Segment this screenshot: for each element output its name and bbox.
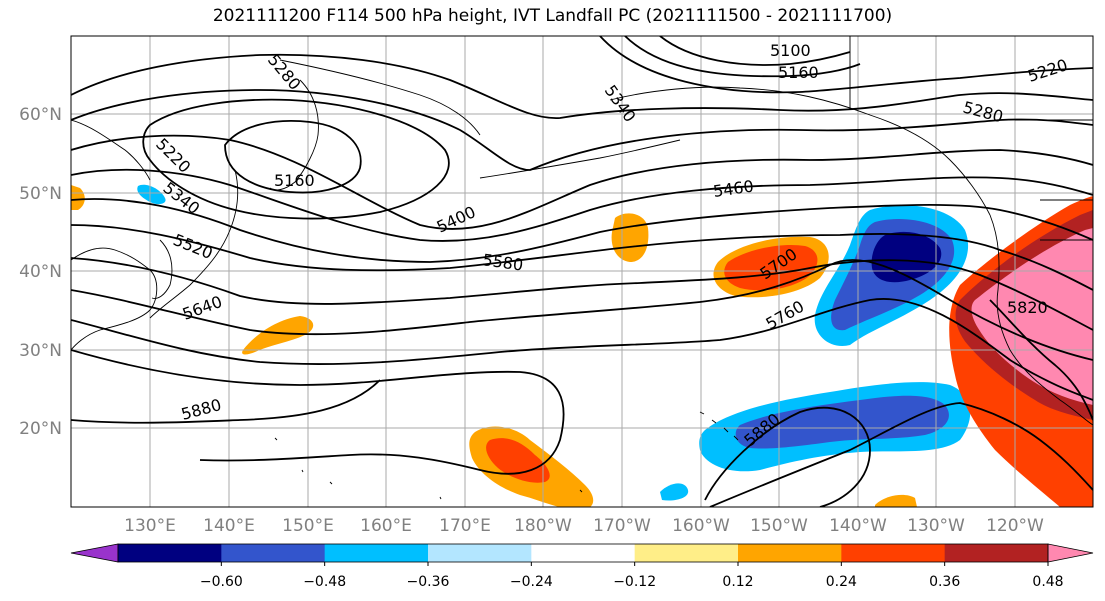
- lon-label: 160°E: [360, 516, 412, 536]
- contour-5280: [71, 53, 1093, 119]
- hawaii: [699, 411, 739, 441]
- map-title: 2021111200 F114 500 hPa height, IVT Land…: [212, 6, 893, 26]
- colorbar-extend-high: [1047, 543, 1094, 563]
- contour-5340: [71, 89, 1093, 171]
- contour-5160: [624, 36, 861, 78]
- pos-small-130W: [875, 494, 917, 507]
- pos-small-170W: [611, 213, 649, 262]
- colorbar-tick-label: 0.24: [826, 574, 857, 590]
- colorbar-swatch: [738, 544, 842, 562]
- lat-label: 30°N: [19, 341, 62, 361]
- colorbar-tick-label: −0.12: [613, 574, 656, 590]
- colorbar-ticks: −0.60 −0.48 −0.36 −0.24 −0.12 0.12 0.24 0.36 0.4…: [200, 562, 1064, 590]
- colorbar-swatch: [118, 544, 222, 562]
- pos-west-coast-pink: [971, 228, 1093, 405]
- colorbar-tick-label: −0.36: [407, 574, 450, 590]
- colorbar-outline: [117, 543, 1049, 563]
- lon-label: 120°W: [986, 516, 1044, 536]
- contour-label: 5160: [778, 63, 819, 82]
- lon-label: 170°E: [439, 516, 491, 536]
- contour-5820: [71, 349, 565, 475]
- lon-label: 160°W: [672, 516, 730, 536]
- lat-label: 40°N: [19, 262, 62, 282]
- pacific-islands: [274, 437, 583, 500]
- lat-label: 60°N: [19, 105, 62, 125]
- contour-5760: [71, 298, 1093, 401]
- colorbar-swatch: [634, 544, 739, 562]
- contour-5160-low: [224, 120, 362, 194]
- contour-5580: [71, 224, 1093, 291]
- contour-5220-east: [599, 36, 1093, 94]
- lon-label: 180°W: [514, 516, 572, 536]
- pos-region-180-core: [486, 438, 550, 483]
- neg-region-core: [871, 231, 942, 283]
- lat-labels: 60°N 50°N 40°N 30°N 20°N: [19, 105, 62, 439]
- colorbar-tick-label: 0.36: [929, 574, 960, 590]
- contour-5520: [71, 198, 1093, 263]
- contour-label: 5820: [1007, 298, 1048, 317]
- colorbar-swatch: [221, 544, 326, 562]
- contour-5220-low: [142, 98, 450, 220]
- neg-small-1: [660, 483, 689, 501]
- colorbar-swatch: [324, 544, 429, 562]
- lon-labels: 130°E 140°E 150°E 160°E 170°E 180°W 170°…: [124, 516, 1044, 536]
- kamchatka: [269, 79, 319, 191]
- contour-label: 5160: [274, 171, 315, 190]
- contour-5400: [71, 134, 1093, 230]
- contour-5700: [71, 259, 1093, 361]
- colorbar-tick-label: −0.48: [303, 574, 346, 590]
- lon-label: 130°E: [124, 516, 176, 536]
- colorbar-tick-label: −0.60: [200, 574, 243, 590]
- contour-5460: [71, 168, 1093, 242]
- pos-region-150W-core: [724, 244, 818, 291]
- colorbar-extend-low: [70, 543, 119, 563]
- contour-5880-south: [709, 402, 1093, 507]
- contour-label: 5100: [770, 41, 811, 60]
- ivt-shading: [71, 184, 1093, 507]
- siberia-coast: [279, 59, 481, 136]
- colorbar-swatch: [841, 544, 946, 562]
- na-coast: [989, 214, 1093, 426]
- height-contours: [71, 36, 1093, 507]
- lon-label: 140°W: [829, 516, 887, 536]
- lon-label: 130°W: [907, 516, 965, 536]
- colorbar: [70, 543, 1094, 563]
- contour-5640: [71, 257, 1093, 331]
- korea: [151, 239, 173, 299]
- pos-small-westedge: [71, 185, 85, 210]
- contour-5880-east: [704, 406, 871, 507]
- lon-label: 150°E: [282, 516, 334, 536]
- colorbar-tick-label: 0.48: [1032, 574, 1063, 590]
- lat-label: 50°N: [19, 184, 62, 204]
- colorbar-swatch: [531, 544, 636, 562]
- map-frame: [70, 35, 1094, 508]
- contour-5820-westcoast: [989, 299, 1093, 421]
- colorbar-tick-label: 0.12: [722, 574, 753, 590]
- aleutians: [479, 139, 681, 179]
- lon-label: 140°E: [203, 516, 255, 536]
- colorbar-swatch: [428, 544, 532, 562]
- lon-label: 150°W: [750, 516, 808, 536]
- lat-label: 20°N: [19, 419, 62, 439]
- colorbar-tick-label: −0.24: [510, 574, 553, 590]
- lon-label: 170°W: [593, 516, 651, 536]
- neg-small-2: [137, 184, 166, 205]
- pos-small-150E: [242, 316, 314, 355]
- colorbar-swatch: [944, 544, 1049, 562]
- graticule: [71, 36, 1093, 507]
- japan: [149, 169, 239, 319]
- neg-band-mid: [735, 395, 949, 449]
- contour-5100: [659, 36, 851, 66]
